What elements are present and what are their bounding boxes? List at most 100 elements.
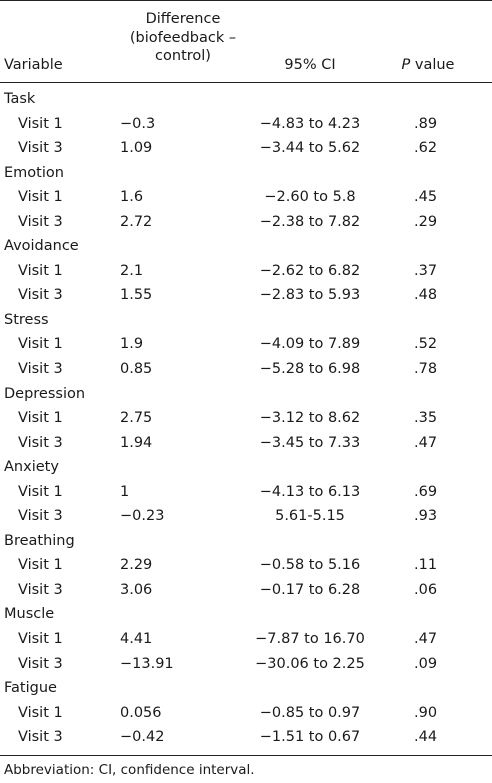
header-p-rest: value bbox=[410, 57, 455, 73]
table-row: Visit 3 −0.23 5.61-5.15 .93 bbox=[0, 504, 492, 529]
group-name: Task bbox=[4, 91, 36, 107]
ci-value: −0.17 to 6.28 bbox=[259, 581, 361, 598]
group-row: Muscle bbox=[0, 602, 492, 627]
p-value: .47 bbox=[414, 631, 438, 648]
p-value: .52 bbox=[414, 336, 438, 353]
visit-label: Visit 3 bbox=[18, 213, 63, 230]
p-value: .45 bbox=[414, 189, 438, 206]
header-difference-line-2: (biofeedback – bbox=[129, 29, 237, 46]
difference-value: −0.42 bbox=[120, 729, 165, 746]
visit-label: Visit 1 bbox=[18, 410, 63, 427]
difference-value: 4.41 bbox=[120, 631, 153, 648]
table-row: Visit 1 2.75 −3.12 to 8.62 .35 bbox=[0, 406, 492, 431]
ci-value: −2.38 to 7.82 bbox=[259, 213, 361, 230]
header-difference-line-1: Difference bbox=[145, 11, 221, 27]
ci-value: −2.62 to 6.82 bbox=[259, 262, 361, 279]
header-difference-line-3: control) bbox=[155, 48, 211, 64]
table-row: Visit 3 0.85 −5.28 to 6.98 .78 bbox=[0, 357, 492, 382]
p-value: .90 bbox=[414, 704, 438, 721]
p-value: .09 bbox=[414, 655, 438, 672]
p-value: .06 bbox=[414, 581, 438, 598]
difference-value: −0.3 bbox=[120, 115, 156, 132]
header-ci: 95% CI bbox=[284, 57, 336, 73]
ci-value: −7.87 to 16.70 bbox=[255, 631, 365, 648]
group-row: Task bbox=[0, 87, 492, 112]
ci-value: −0.85 to 0.97 bbox=[259, 704, 361, 721]
group-row: Anxiety bbox=[0, 455, 492, 480]
ci-value: −0.58 to 5.16 bbox=[259, 557, 361, 574]
group-name: Avoidance bbox=[4, 238, 79, 255]
header-p-italic: P bbox=[401, 57, 411, 73]
table-row: Visit 3 2.72 −2.38 to 7.82 .29 bbox=[0, 210, 492, 235]
ci-value: −4.09 to 7.89 bbox=[259, 336, 361, 353]
ci-value: −3.12 to 8.62 bbox=[259, 410, 361, 427]
visit-label: Visit 1 bbox=[18, 115, 63, 132]
group-name: Fatigue bbox=[4, 680, 57, 697]
table-row: Visit 1 1.6 −2.60 to 5.8 .45 bbox=[0, 185, 492, 210]
group-name: Anxiety bbox=[4, 459, 59, 476]
table-row: Visit 1 −0.3 −4.83 to 4.23 .89 bbox=[0, 112, 492, 137]
group-name: Stress bbox=[4, 311, 49, 328]
group-row: Depression bbox=[0, 382, 492, 407]
visit-label: Visit 1 bbox=[18, 483, 63, 500]
difference-value: 0.056 bbox=[120, 704, 162, 721]
group-row: Stress bbox=[0, 308, 492, 333]
header-difference: Difference (biofeedback – control) bbox=[118, 10, 248, 66]
visit-label: Visit 1 bbox=[18, 631, 63, 648]
ci-value: −30.06 to 2.25 bbox=[255, 655, 365, 672]
difference-value: 2.29 bbox=[120, 557, 153, 574]
difference-value: 2.1 bbox=[120, 262, 144, 279]
difference-value: 2.72 bbox=[120, 213, 153, 230]
header-p-value: P value bbox=[388, 56, 468, 74]
visit-label: Visit 3 bbox=[18, 434, 63, 451]
p-value: .35 bbox=[414, 410, 438, 427]
top-rule bbox=[0, 0, 492, 1]
table-row: Visit 1 0.056 −0.85 to 0.97 .90 bbox=[0, 701, 492, 726]
visit-label: Visit 3 bbox=[18, 361, 63, 378]
difference-value: 1.94 bbox=[120, 434, 153, 451]
group-name: Depression bbox=[4, 385, 86, 402]
difference-value: 1.9 bbox=[120, 336, 144, 353]
ci-value: −4.83 to 4.23 bbox=[259, 115, 361, 132]
p-value: .11 bbox=[414, 557, 438, 574]
visit-label: Visit 3 bbox=[18, 581, 63, 598]
p-value: .69 bbox=[414, 483, 438, 500]
group-name: Breathing bbox=[4, 532, 75, 549]
group-row: Breathing bbox=[0, 529, 492, 554]
table-footnote: Abbreviation: CI, confidence interval. bbox=[4, 762, 255, 778]
ci-value: −2.60 to 5.8 bbox=[264, 189, 356, 206]
difference-value: 3.06 bbox=[120, 581, 153, 598]
table-row: Visit 3 1.55 −2.83 to 5.93 .48 bbox=[0, 283, 492, 308]
table-body: Task Visit 1 −0.3 −4.83 to 4.23 .89 Visit 3 1.… bbox=[0, 87, 492, 750]
table-row: Visit 1 2.29 −0.58 to 5.16 .11 bbox=[0, 553, 492, 578]
p-value: .37 bbox=[414, 262, 438, 279]
visit-label: Visit 1 bbox=[18, 557, 63, 574]
difference-value: 0.85 bbox=[120, 361, 153, 378]
ci-value: −1.51 to 0.67 bbox=[259, 729, 361, 746]
visit-label: Visit 3 bbox=[18, 729, 63, 746]
p-value: .62 bbox=[414, 140, 438, 157]
visit-label: Visit 1 bbox=[18, 189, 63, 206]
ci-value: −2.83 to 5.93 bbox=[259, 287, 361, 304]
p-value: .48 bbox=[414, 287, 438, 304]
ci-value: −5.28 to 6.98 bbox=[259, 361, 361, 378]
ci-value: −3.44 to 5.62 bbox=[259, 140, 361, 157]
difference-value: −0.23 bbox=[120, 508, 165, 525]
header-variable: Variable bbox=[4, 57, 63, 73]
table-row: Visit 1 2.1 −2.62 to 6.82 .37 bbox=[0, 259, 492, 284]
visit-label: Visit 3 bbox=[18, 508, 63, 525]
table-row: Visit 3 3.06 −0.17 to 6.28 .06 bbox=[0, 578, 492, 603]
table-row: Visit 3 1.94 −3.45 to 7.33 .47 bbox=[0, 431, 492, 456]
difference-value: 1.55 bbox=[120, 287, 153, 304]
group-row: Emotion bbox=[0, 161, 492, 186]
visit-label: Visit 1 bbox=[18, 336, 63, 353]
bottom-rule bbox=[0, 755, 492, 756]
ci-value: 5.61-5.15 bbox=[275, 508, 345, 525]
ci-value: −4.13 to 6.13 bbox=[259, 483, 361, 500]
difference-value: 1 bbox=[120, 483, 130, 500]
table-row: Visit 1 1.9 −4.09 to 7.89 .52 bbox=[0, 332, 492, 357]
table-row: Visit 1 4.41 −7.87 to 16.70 .47 bbox=[0, 627, 492, 652]
p-value: .78 bbox=[414, 361, 438, 378]
difference-value: 1.09 bbox=[120, 140, 153, 157]
p-value: .47 bbox=[414, 434, 438, 451]
